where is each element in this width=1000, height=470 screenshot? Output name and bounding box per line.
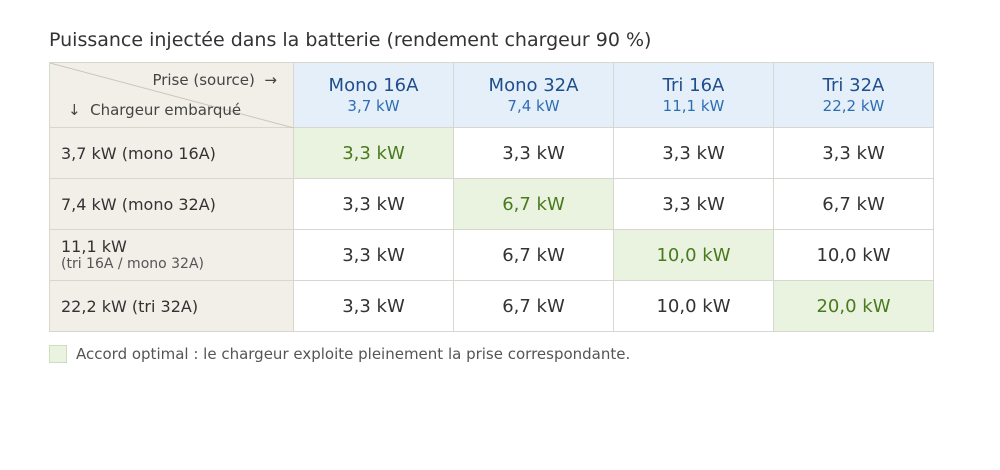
column-name: Mono 16A xyxy=(328,75,419,96)
cell: 6,7 kW xyxy=(453,280,614,332)
cell: 3,3 kW xyxy=(613,127,774,179)
row-label: 22,2 kW (tri 32A) xyxy=(49,280,294,332)
diagonal xyxy=(50,63,294,128)
column-header: Mono 32A 7,4 kW xyxy=(453,62,614,128)
row: 7,4 kW (mono 32A) 3,3 kW 6,7 kW 3,3 kW 6… xyxy=(49,178,934,230)
row: 3,7 kW (mono 16A) 3,3 kW 3,3 kW 3,3 kW 3… xyxy=(49,127,934,179)
column-header: Mono 16A 3,7 kW xyxy=(293,62,454,128)
row-label: 3,7 kW (mono 16A) xyxy=(49,127,294,179)
column-power: 22,2 kW xyxy=(822,97,885,115)
cell: 3,3 kW xyxy=(293,178,454,230)
legend: Accord optimal : le chargeur exploite pl… xyxy=(49,345,630,363)
cell: 3,3 kW xyxy=(293,229,454,281)
row: 22,2 kW (tri 32A) 3,3 kW 6,7 kW 10,0 kW … xyxy=(49,280,934,332)
column-header: Tri 16A 11,1 kW xyxy=(613,62,774,128)
cell: 3,3 kW xyxy=(293,280,454,332)
column-name: Tri 32A xyxy=(822,75,885,96)
cell: 3,3 kW xyxy=(613,178,774,230)
cell: 6,7 kW xyxy=(453,178,614,230)
cell: 6,7 kW xyxy=(453,229,614,281)
table: Prise (source) → ↓ Chargeur embarqué Mon… xyxy=(49,62,934,332)
column-power: 11,1 kW xyxy=(662,97,725,115)
column-power: 3,7 kW xyxy=(347,97,400,115)
cell: 6,7 kW xyxy=(773,178,934,230)
header-row: Prise (source) → ↓ Chargeur embarqué Mon… xyxy=(49,62,934,128)
row: 11,1 kW (tri 16A / mono 32A) 3,3 kW 6,7 k… xyxy=(49,229,934,281)
row-label: 7,4 kW (mono 32A) xyxy=(49,178,294,230)
column-name: Tri 16A xyxy=(662,75,725,96)
cell: 10,0 kW xyxy=(773,229,934,281)
cell: 3,3 kW xyxy=(453,127,614,179)
column-header: Tri 32A 22,2 kW xyxy=(773,62,934,128)
corner-top: Prise (source) → xyxy=(152,71,277,89)
cell: 10,0 kW xyxy=(613,229,774,281)
column-power: 7,4 kW xyxy=(507,97,560,115)
legend-text: Accord optimal : le chargeur exploite pl… xyxy=(76,345,631,363)
cell: 3,3 kW xyxy=(773,127,934,179)
row-note: (tri 16A / mono 32A) xyxy=(61,256,205,272)
corner-bottom: ↓ Chargeur embarqué xyxy=(68,101,242,119)
cell: 20,0 kW xyxy=(773,280,934,332)
cell: 3,3 kW xyxy=(293,127,454,179)
legend-swatch xyxy=(49,345,67,363)
cell: 10,0 kW xyxy=(613,280,774,332)
row-label: 11,1 kW xyxy=(61,237,127,256)
column-name: Mono 32A xyxy=(488,75,579,96)
title: Puissance injectée dans la batterie (ren… xyxy=(49,29,652,51)
row-label-cell: 11,1 kW (tri 16A / mono 32A) xyxy=(49,229,294,281)
corner-cell: Prise (source) → ↓ Chargeur embarqué xyxy=(49,62,294,128)
